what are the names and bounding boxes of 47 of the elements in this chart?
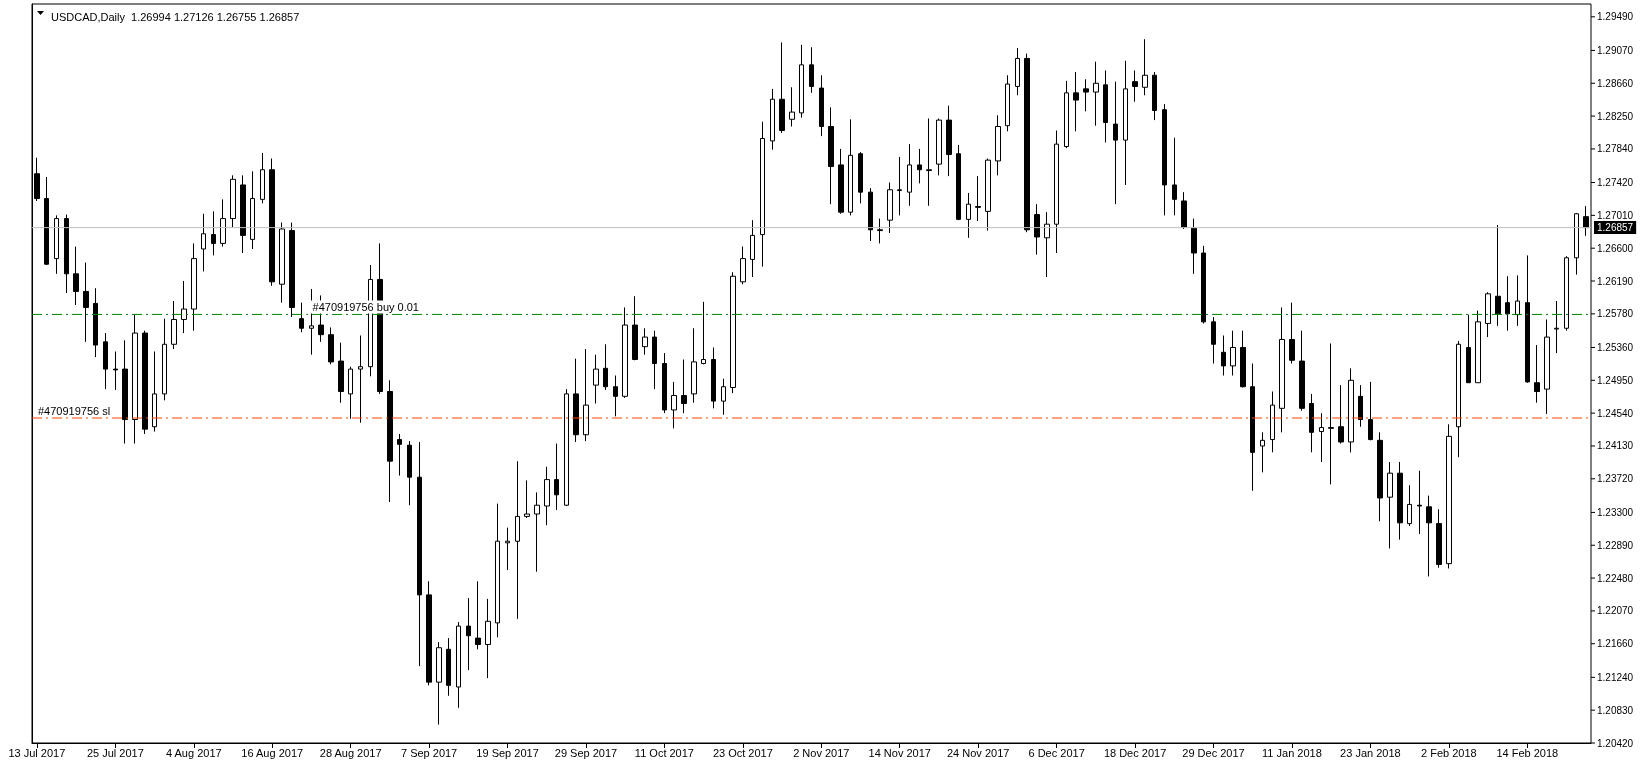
y-tick-label: 1.27840 bbox=[1597, 143, 1634, 155]
y-tick-label: 1.21660 bbox=[1597, 638, 1634, 650]
ref-line-label: #470919756 sl bbox=[38, 404, 111, 417]
x-tick-label: 6 Dec 2017 bbox=[1028, 746, 1085, 759]
x-tick-label: 19 Sep 2017 bbox=[476, 746, 539, 759]
text: USDCAD,Daily 1.26994 1.27126 1.26755 1.26857 bbox=[51, 10, 300, 23]
x-tick-label: 23 Jan 2018 bbox=[1340, 746, 1401, 759]
x-tick-label: 29 Dec 2017 bbox=[1182, 746, 1245, 759]
x-tick-label: 25 Jul 2017 bbox=[86, 746, 144, 759]
y-tick-label: 1.26190 bbox=[1597, 275, 1634, 287]
y-tick-label: 1.24540 bbox=[1597, 407, 1634, 419]
ref-line-label: 1.26857 bbox=[1597, 222, 1634, 234]
x-tick-label: 14 Feb 2018 bbox=[1496, 746, 1559, 759]
ref-line-label: #470919756 buy 0.01 bbox=[312, 300, 419, 313]
y-tick-label: 1.20830 bbox=[1597, 704, 1634, 716]
y-tick-label: 1.29070 bbox=[1597, 44, 1634, 56]
x-tick-label: 2 Feb 2018 bbox=[1421, 746, 1477, 759]
x-tick-label: 18 Dec 2017 bbox=[1103, 746, 1167, 759]
y-tick-label: 1.26600 bbox=[1597, 242, 1634, 254]
y-tick-label: 1.29490 bbox=[1597, 11, 1634, 23]
x-tick-label: 13 Jul 2017 bbox=[8, 746, 66, 759]
y-tick-label: 1.24130 bbox=[1597, 440, 1634, 452]
y-tick-label: 1.27420 bbox=[1597, 177, 1634, 189]
y-tick-label: 1.25780 bbox=[1597, 308, 1634, 320]
y-tick-label: 1.23720 bbox=[1597, 473, 1634, 485]
x-tick-label: 7 Sep 2017 bbox=[400, 746, 458, 759]
x-tick-label: 29 Sep 2017 bbox=[554, 746, 618, 759]
y-tick-label: 1.21240 bbox=[1597, 671, 1634, 683]
y-tick-label: 1.28250 bbox=[1597, 110, 1634, 122]
x-tick-label: 14 Nov 2017 bbox=[868, 746, 931, 759]
x-tick-label: 23 Oct 2017 bbox=[712, 746, 773, 759]
x-tick-label: 4 Aug 2017 bbox=[165, 746, 222, 759]
x-tick-label: 2 Nov 2017 bbox=[793, 746, 850, 759]
x-tick-label: 11 Oct 2017 bbox=[634, 746, 694, 759]
y-tick-label: 1.20420 bbox=[1597, 737, 1634, 749]
y-tick-label: 1.28660 bbox=[1597, 77, 1634, 89]
x-tick-label: 16 Aug 2017 bbox=[241, 746, 304, 759]
x-tick-label: 11 Jan 2018 bbox=[1262, 746, 1322, 759]
x-tick-label: 24 Nov 2017 bbox=[946, 746, 1010, 759]
y-tick-label: 1.22890 bbox=[1597, 539, 1634, 551]
y-tick-label: 1.27010 bbox=[1597, 209, 1634, 221]
y-tick-label: 1.22480 bbox=[1597, 572, 1634, 584]
y-tick-label: 1.22070 bbox=[1597, 605, 1634, 617]
x-tick-label: 28 Aug 2017 bbox=[319, 746, 382, 759]
y-tick-label: 1.24950 bbox=[1597, 374, 1634, 386]
y-tick-label: 1.23300 bbox=[1597, 506, 1634, 518]
y-tick-label: 1.25360 bbox=[1597, 341, 1634, 353]
